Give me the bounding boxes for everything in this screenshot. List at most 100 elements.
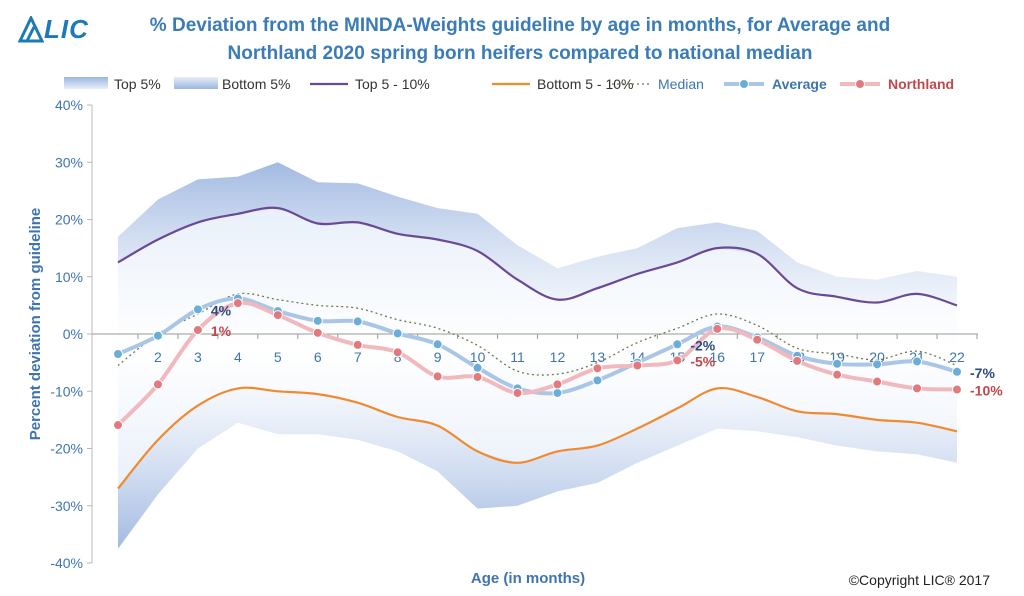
chart-title: % Deviation from the MINDA-Weights guide…	[120, 12, 920, 68]
data-point-average	[552, 387, 563, 398]
data-point-average	[432, 339, 443, 350]
legend-swatch-marker	[855, 79, 865, 89]
data-point-northland	[472, 371, 483, 382]
legend-label: Average	[772, 76, 827, 92]
data-point-northland	[352, 339, 363, 350]
data-point-northland	[312, 327, 323, 338]
legend-label: Bottom 5 - 10%	[537, 76, 634, 92]
data-point-northland	[152, 379, 163, 390]
band-bottom-5-percent	[118, 388, 957, 549]
x-tick-label: 11	[510, 349, 525, 365]
x-tick-label: 3	[194, 349, 202, 365]
lic-logo: LIC	[18, 12, 118, 48]
data-label: -2%	[690, 337, 715, 353]
data-point-average	[872, 359, 883, 370]
legend-swatch-band	[174, 77, 218, 89]
data-point-average	[672, 339, 683, 350]
data-point-northland	[113, 420, 123, 431]
data-point-northland	[792, 355, 803, 366]
legend-swatch-marker	[739, 79, 749, 89]
data-point-northland	[712, 323, 723, 334]
y-tick-label: -10%	[50, 383, 83, 399]
data-label: -7%	[970, 365, 995, 381]
legend-label: Bottom 5%	[222, 76, 290, 92]
series-lines	[116, 206, 959, 490]
x-tick-label: 9	[434, 349, 442, 365]
data-point-northland	[672, 355, 683, 366]
data-point-northland	[552, 379, 563, 390]
data-label: -10%	[970, 383, 1003, 399]
series-line-northland	[116, 300, 959, 427]
data-point-average	[312, 315, 323, 326]
legend-label: Northland	[888, 76, 954, 92]
legend-label: Top 5 - 10%	[355, 76, 430, 92]
y-tick-label: 10%	[55, 269, 83, 285]
x-tick-label: 20	[869, 349, 885, 365]
x-tick-label: 4	[234, 349, 242, 365]
data-point-northland	[832, 369, 843, 380]
data-point-northland	[272, 310, 283, 321]
y-tick-label: 20%	[55, 212, 83, 228]
y-tick-label: 0%	[63, 326, 83, 342]
chart-title-line-1: % Deviation from the MINDA-Weights guide…	[149, 15, 891, 36]
y-axis-title: Percent deviation from guideline	[27, 208, 44, 441]
data-label: 4%	[211, 302, 232, 318]
data-point-average	[592, 375, 603, 386]
data-point-northland	[192, 324, 203, 335]
y-tick-label: -20%	[50, 441, 83, 457]
data-point-northland	[952, 384, 962, 395]
x-tick-label: 13	[590, 349, 606, 365]
x-tick-label: 5	[274, 349, 282, 365]
x-tick-label: 7	[354, 349, 362, 365]
data-point-northland	[632, 360, 643, 371]
copyright-notice: ©Copyright LIC® 2017	[848, 572, 990, 588]
data-point-average	[832, 358, 843, 369]
y-tick-label: 40%	[55, 97, 83, 113]
x-tick-label: 10	[470, 349, 486, 365]
x-tick-label: 6	[314, 349, 322, 365]
series-markers	[113, 293, 962, 431]
lic-logo-icon	[18, 16, 44, 43]
chart-legend: Top 5% Bottom 5% Top 5 - 10% Bottom 5 - 10%…	[64, 76, 954, 92]
data-point-average	[392, 328, 403, 339]
y-tick-label: -30%	[50, 498, 83, 514]
data-point-northland	[872, 376, 883, 387]
series-line-bottom-5-10	[117, 386, 958, 490]
data-point-average	[152, 330, 163, 341]
x-tick-label: 17	[749, 349, 765, 365]
legend-swatch-band	[64, 77, 108, 89]
data-labels: 4% 1% -2%-5% -7% -10%	[211, 302, 1003, 398]
data-label: 1%	[211, 323, 232, 339]
chart-title-line-2: Northland 2020 spring born heifers compa…	[227, 43, 813, 64]
data-point-northland	[512, 387, 523, 398]
legend-label: Top 5%	[114, 76, 161, 92]
data-point-average	[472, 362, 483, 373]
series-line-median	[117, 292, 958, 376]
data-point-average	[912, 356, 923, 367]
legend-label: Median	[658, 76, 704, 92]
y-tick-label: -40%	[50, 555, 83, 571]
data-point-northland	[232, 298, 243, 309]
logo-text: LIC	[44, 14, 89, 44]
y-tick-label: 30%	[55, 154, 83, 170]
data-label: -5%	[690, 353, 715, 369]
data-point-average	[352, 316, 363, 327]
x-tick-label: 12	[550, 349, 566, 365]
data-point-northland	[392, 347, 403, 358]
data-point-northland	[592, 363, 603, 374]
data-point-average	[192, 304, 203, 315]
x-tick-label: 2	[154, 349, 162, 365]
x-tick-label: 16	[709, 349, 725, 365]
middle-band	[118, 208, 957, 489]
percentile-bands	[118, 162, 957, 549]
series-line-top-5-10	[117, 206, 958, 307]
data-point-average	[113, 349, 123, 360]
band-top-5-percent	[118, 162, 957, 306]
data-point-northland	[912, 383, 923, 394]
x-axis-title: Age (in months)	[471, 570, 585, 587]
data-point-northland	[752, 334, 763, 345]
data-point-average	[952, 366, 962, 377]
series-line-average	[116, 296, 959, 396]
data-point-northland	[432, 371, 443, 382]
